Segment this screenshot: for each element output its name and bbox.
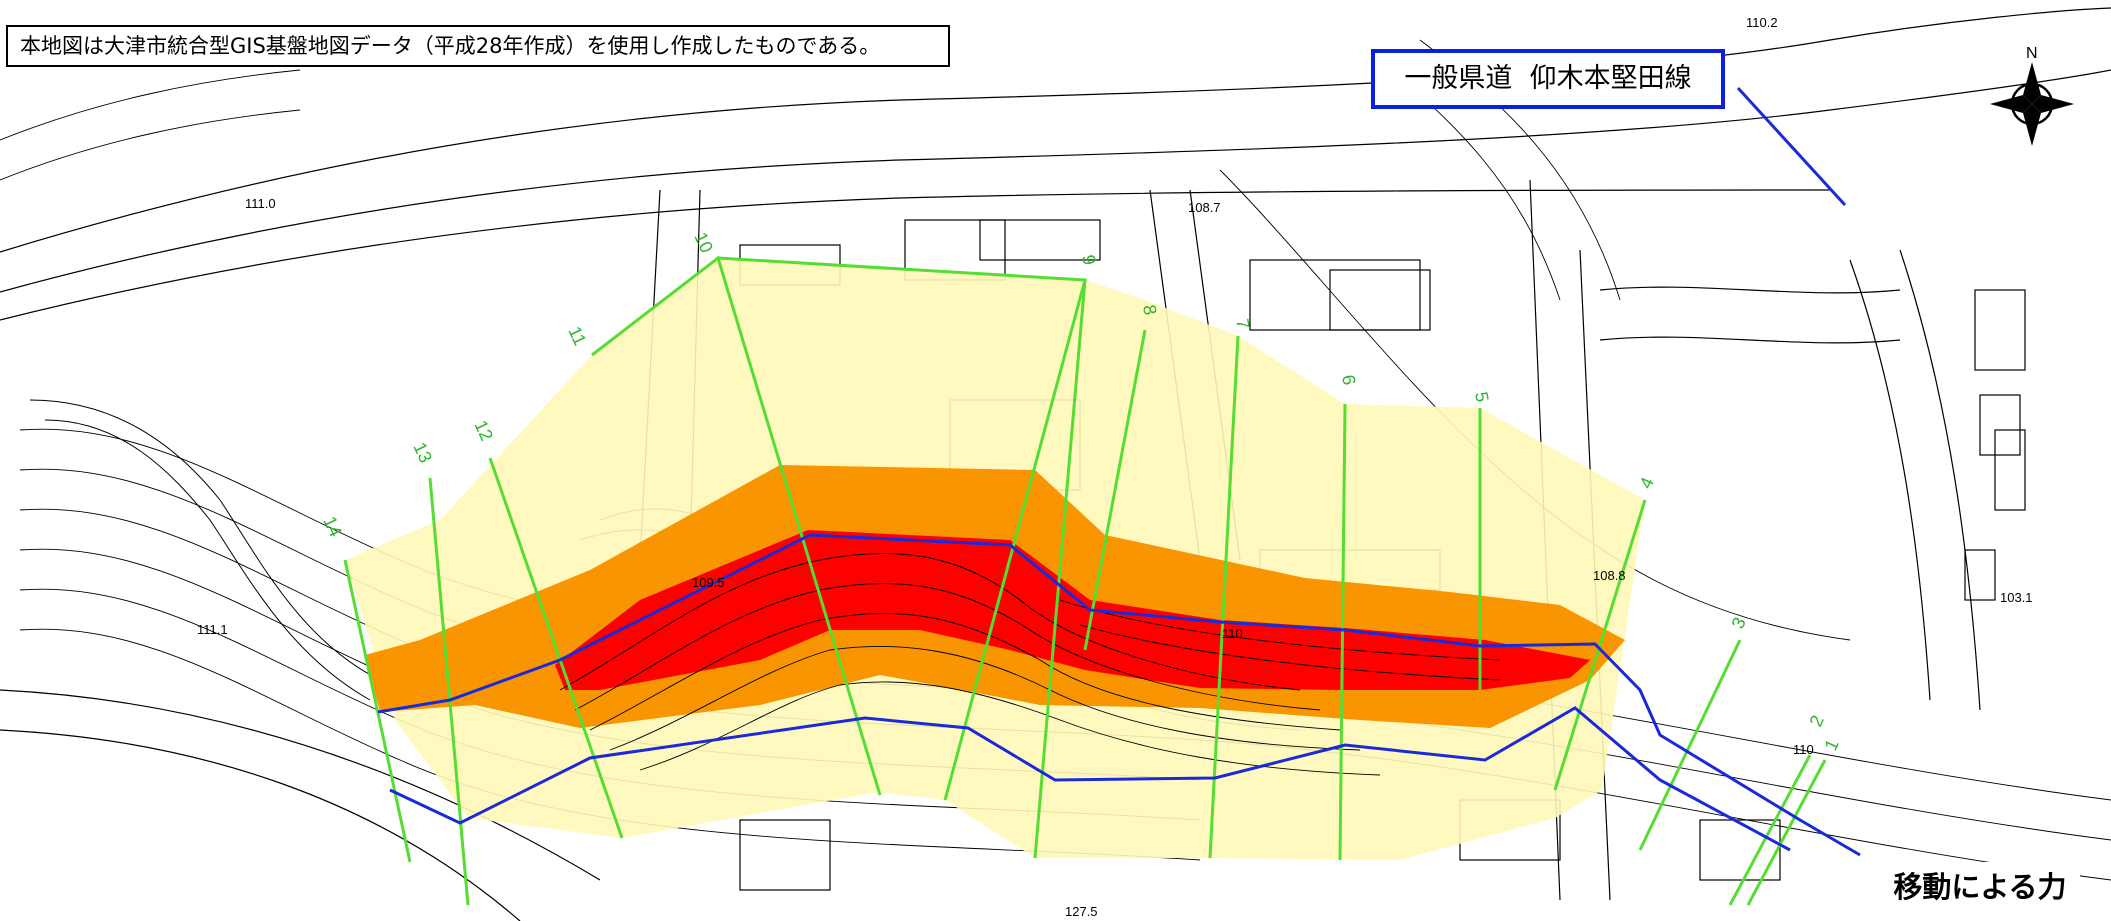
road-name-label: 一般県道 仰木本堅田線: [1371, 49, 1725, 109]
elevation-label: 111.1: [197, 622, 228, 637]
section-line-2: [1728, 754, 1812, 906]
elevation-label: 110.2: [1746, 15, 1778, 30]
section-number-13: 13: [409, 439, 436, 466]
elevation-label: 110: [1222, 626, 1243, 641]
section-line-6: [1338, 403, 1347, 861]
elevation-label: 127.5: [1065, 904, 1098, 919]
lower-boundary: [389, 706, 1791, 852]
section-lines: [343, 255, 1827, 906]
boundary-lines: [377, 86, 1861, 857]
section-number-12: 12: [470, 417, 497, 444]
elevation-label: 108.7: [1188, 200, 1221, 215]
section-line-3: [1638, 639, 1742, 851]
section-number-9: 9: [1078, 253, 1099, 266]
section-line-14: [343, 559, 412, 863]
road-label-leader: [1736, 86, 1847, 207]
force-legend-label: 移動による力: [1880, 862, 2080, 912]
section-number-14: 14: [319, 513, 346, 540]
elevation-label: 111.0: [245, 196, 276, 211]
elevation-labels: 111.0 108.7 110.2 111.1 109.5 110 108.8 …: [197, 15, 2033, 919]
hazard-zones: [345, 258, 1645, 860]
upper-boundary: [377, 533, 1861, 857]
section-line-1: [1746, 759, 1827, 906]
section-line-13: [428, 477, 470, 906]
north-arrow-icon: N: [1990, 45, 2074, 146]
zone-red: [555, 530, 1590, 690]
section-number-10: 10: [690, 229, 717, 256]
section-line-7: [1208, 335, 1240, 859]
elevation-label: 110: [1793, 742, 1814, 757]
section-line-9: [1033, 279, 1087, 859]
section-number-4: 4: [1635, 474, 1657, 492]
section-number-11: 11: [564, 323, 590, 348]
elevation-label: 103.1: [2000, 590, 2033, 605]
section-line-4: [1553, 499, 1647, 791]
section-number-3: 3: [1727, 614, 1749, 632]
section-line-8: [1083, 329, 1147, 651]
section-number-6: 6: [1338, 373, 1359, 386]
elevation-label: 108.8: [1593, 568, 1626, 583]
north-label: N: [2026, 45, 2038, 62]
section-number-2: 2: [1805, 712, 1827, 730]
section-number-5: 5: [1471, 390, 1492, 403]
section-number-7: 7: [1232, 317, 1253, 330]
elevation-label: 109.5: [692, 575, 725, 590]
map-source-notice: 本地図は大津市統合型GIS基盤地図データ（平成28年作成）を使用し作成したもので…: [6, 25, 950, 67]
section-number-8: 8: [1139, 303, 1160, 316]
section-line-12: [488, 457, 624, 839]
section-number-1: 1: [1820, 736, 1842, 754]
